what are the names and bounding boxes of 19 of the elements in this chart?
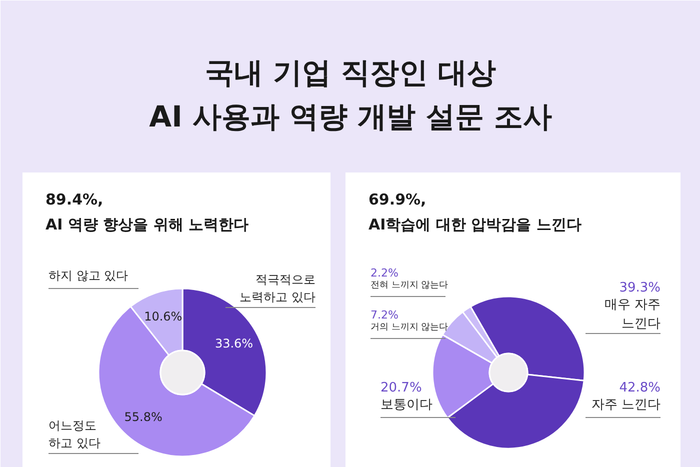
data-label: 2.2%	[370, 266, 398, 280]
data-label: 10.6%	[144, 310, 182, 324]
data-label: 33.6%	[214, 336, 254, 350]
chart-subtitle: 69.9%, AI학습에 대한 압박감을 느낀다	[368, 190, 582, 234]
data-label: 39.3%	[619, 280, 661, 296]
slice-label: 전혀 느끼지 않는다	[370, 280, 448, 290]
data-label: 42.8%	[619, 380, 661, 396]
slice-label: 적극적으로 노력하고 있다	[240, 272, 316, 304]
slice-label: 매우 자주 느낀다	[604, 298, 661, 332]
slice-label: 어느정도 하고 있다	[48, 418, 100, 450]
data-label: 55.8%	[124, 410, 162, 424]
slice-label: 거의 느끼지 않는다	[370, 322, 448, 332]
slice-label: 보통이다	[380, 398, 432, 412]
chart-title: 국내 기업 직장인 대상 AI 사용과 역량 개발 설문 조사	[149, 56, 552, 134]
slice-label: 자주 느낀다	[591, 398, 661, 412]
data-label: 20.7%	[380, 380, 422, 396]
data-label: 7.2%	[370, 308, 398, 322]
slice-label: 하지 않고 있다	[48, 268, 128, 282]
chart-subtitle: 89.4%, AI 역량 향상을 위해 노력한다	[46, 190, 249, 234]
